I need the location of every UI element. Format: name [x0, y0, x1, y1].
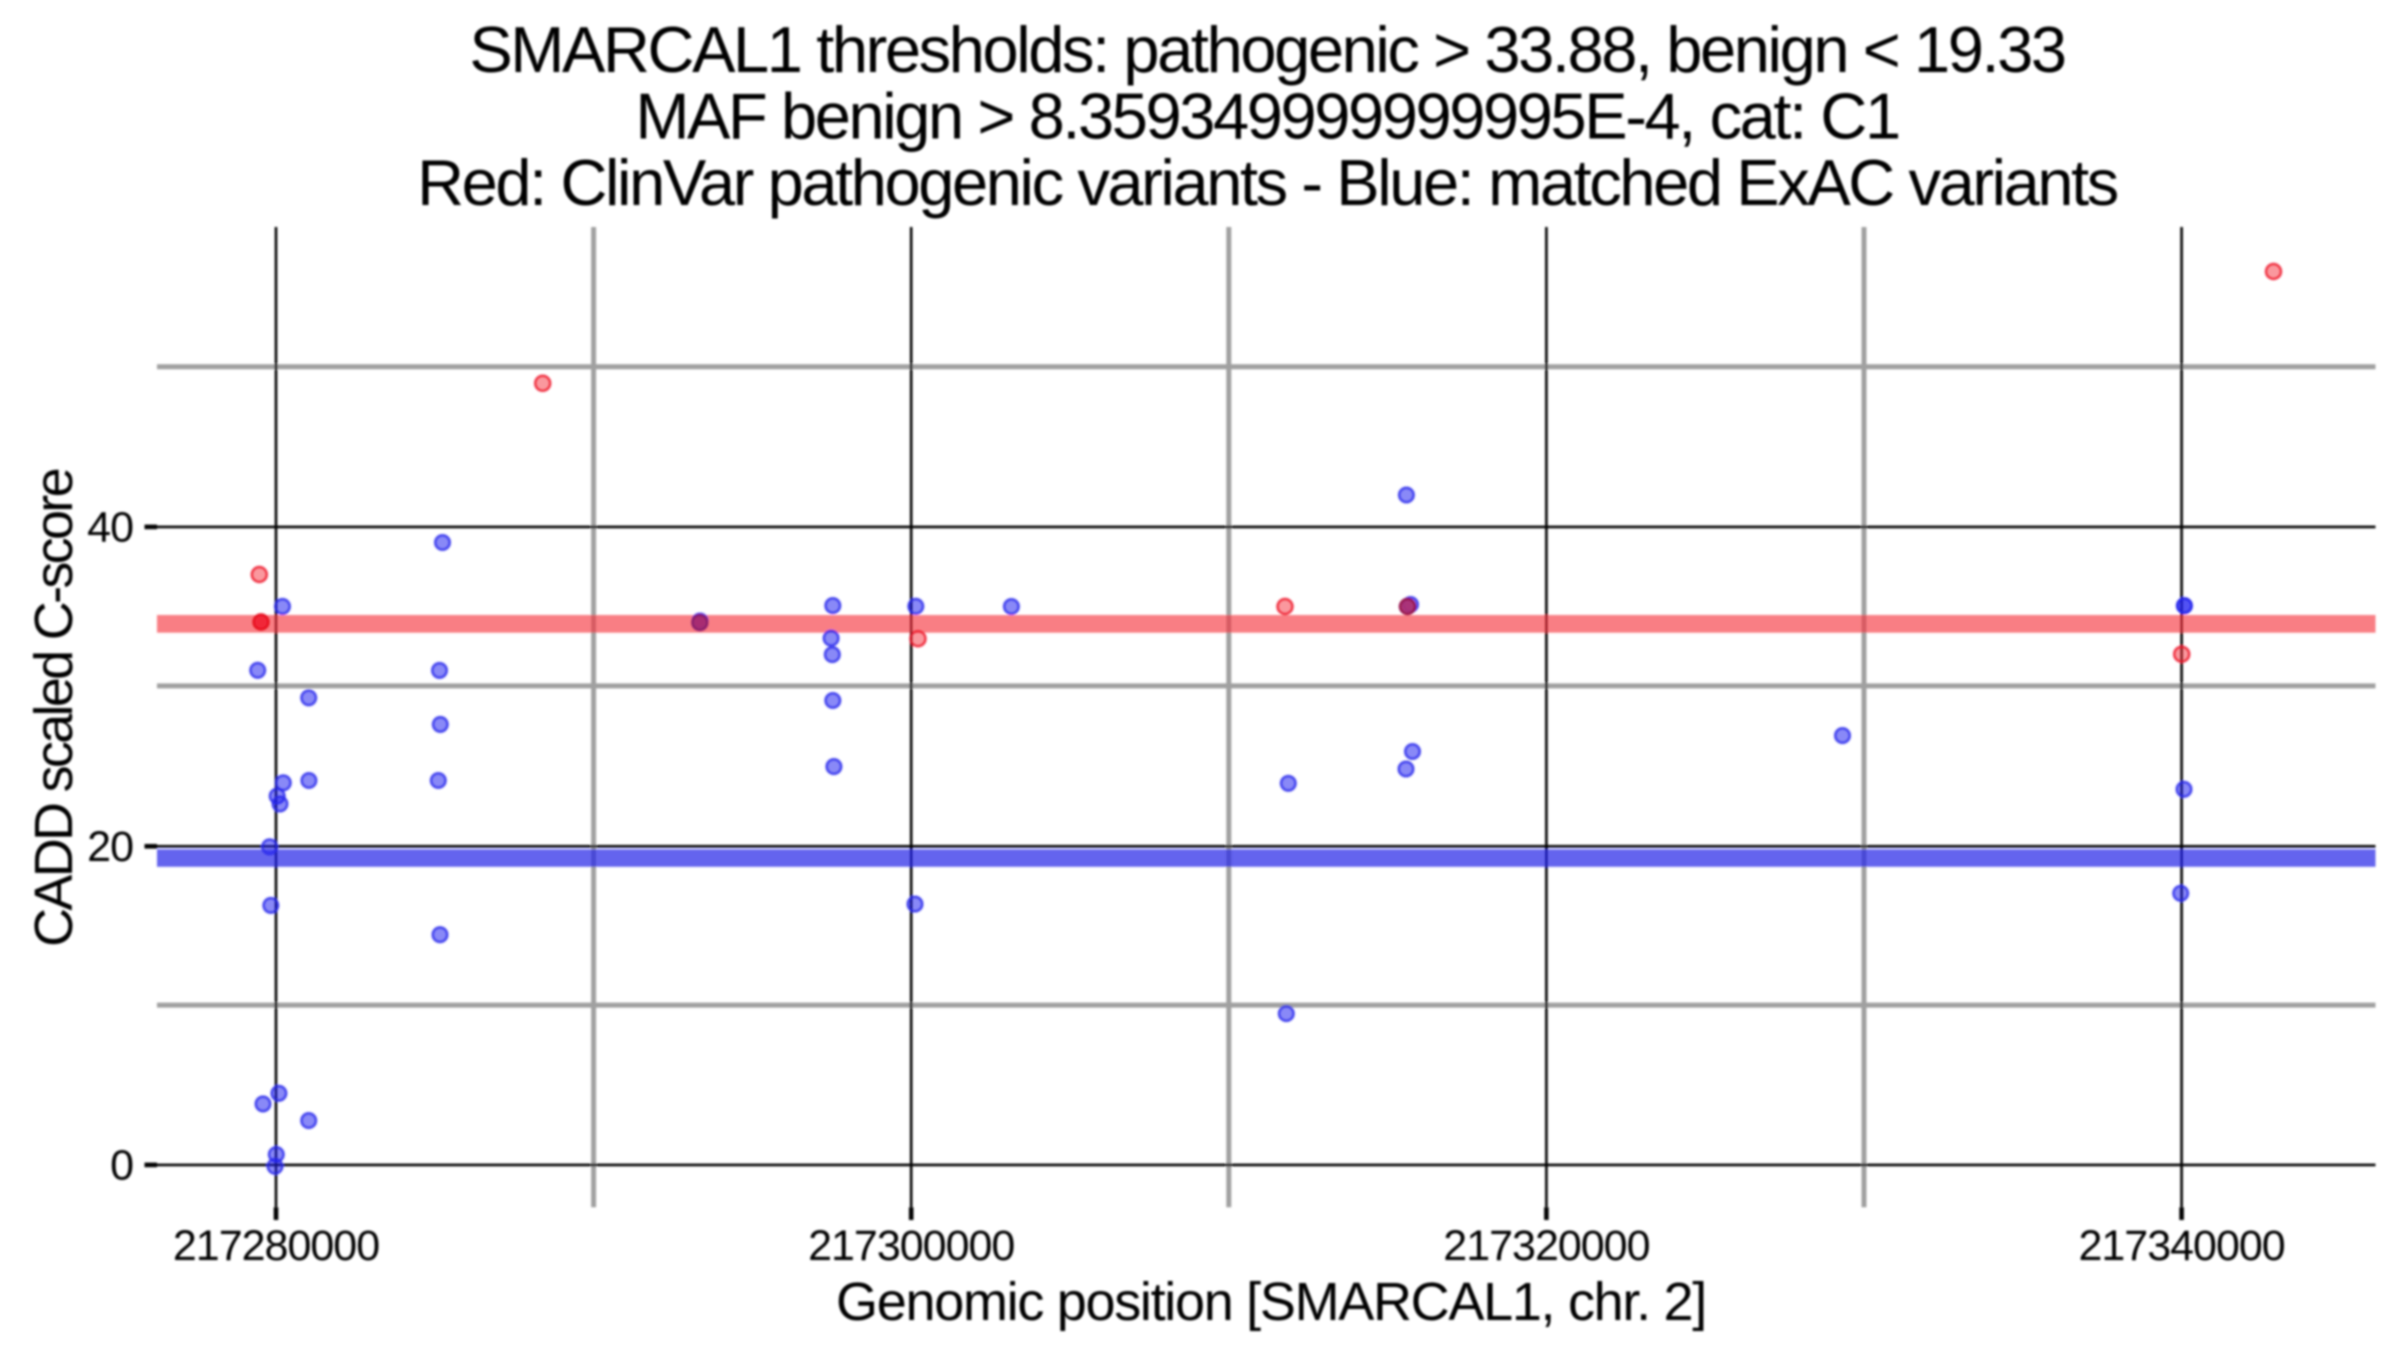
- svg-text:217280000: 217280000: [173, 1222, 379, 1270]
- svg-text:217340000: 217340000: [2078, 1222, 2284, 1270]
- svg-text:0: 0: [110, 1142, 133, 1190]
- svg-text:Red: ClinVar pathogenic varian: Red: ClinVar pathogenic variants - Blue:…: [417, 146, 2118, 219]
- svg-text:217320000: 217320000: [1443, 1222, 1649, 1270]
- svg-text:40: 40: [87, 504, 133, 552]
- svg-text:Genomic position [SMARCAL1, ch: Genomic position [SMARCAL1, chr. 2]: [836, 1272, 1706, 1332]
- svg-text:20: 20: [87, 823, 133, 871]
- svg-text:SMARCAL1 thresholds: pathogeni: SMARCAL1 thresholds: pathogenic > 33.88,…: [469, 13, 2065, 86]
- svg-text:MAF benign > 8.359349999999995: MAF benign > 8.359349999999995E-4, cat: …: [635, 80, 1898, 153]
- svg-text:CADD scaled C-score: CADD scaled C-score: [24, 469, 84, 947]
- svg-text:217300000: 217300000: [808, 1222, 1014, 1270]
